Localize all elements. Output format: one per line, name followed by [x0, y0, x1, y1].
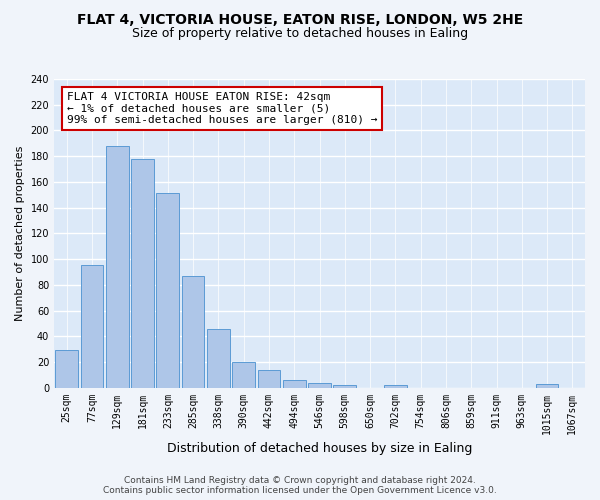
Text: FLAT 4 VICTORIA HOUSE EATON RISE: 42sqm
← 1% of detached houses are smaller (5)
: FLAT 4 VICTORIA HOUSE EATON RISE: 42sqm … [67, 92, 377, 125]
Bar [55, 350, 78, 388]
X-axis label: Distribution of detached houses by size in Ealing: Distribution of detached houses by size … [167, 442, 472, 455]
Bar [384, 385, 407, 388]
Bar [207, 328, 230, 388]
Text: Size of property relative to detached houses in Ealing: Size of property relative to detached ho… [132, 28, 468, 40]
Text: FLAT 4, VICTORIA HOUSE, EATON RISE, LONDON, W5 2HE: FLAT 4, VICTORIA HOUSE, EATON RISE, LOND… [77, 12, 523, 26]
Bar [257, 370, 280, 388]
Bar [131, 158, 154, 388]
Bar [232, 362, 255, 388]
Bar [182, 276, 205, 388]
Text: Contains HM Land Registry data © Crown copyright and database right 2024.
Contai: Contains HM Land Registry data © Crown c… [103, 476, 497, 495]
Bar [536, 384, 559, 388]
Bar [334, 385, 356, 388]
Bar [106, 146, 128, 388]
Y-axis label: Number of detached properties: Number of detached properties [15, 146, 25, 321]
Bar [283, 380, 305, 388]
Bar [308, 382, 331, 388]
Bar [157, 194, 179, 388]
Bar [80, 266, 103, 388]
